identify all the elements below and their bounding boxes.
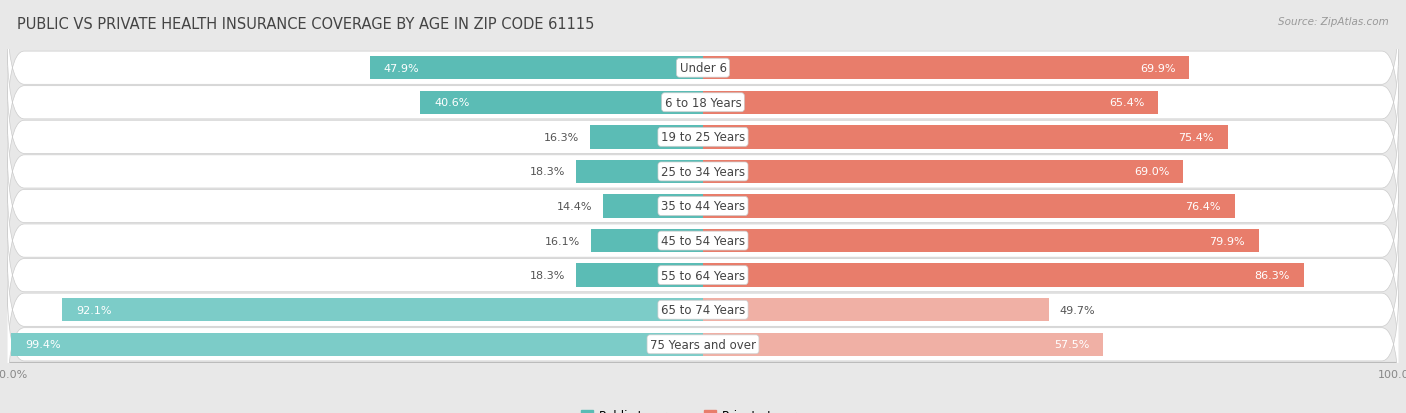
Bar (591, 229, 703, 253)
FancyBboxPatch shape (7, 137, 1399, 276)
Text: 49.7%: 49.7% (1059, 305, 1095, 315)
FancyBboxPatch shape (7, 275, 1399, 413)
Text: 76.4%: 76.4% (1185, 202, 1220, 211)
Text: 69.0%: 69.0% (1133, 167, 1170, 177)
Text: 75 Years and over: 75 Years and over (650, 338, 756, 351)
Text: 18.3%: 18.3% (530, 167, 565, 177)
Text: PUBLIC VS PRIVATE HEALTH INSURANCE COVERAGE BY AGE IN ZIP CODE 61115: PUBLIC VS PRIVATE HEALTH INSURANCE COVER… (17, 17, 595, 31)
Bar (589, 126, 703, 149)
Bar (703, 126, 1227, 149)
Text: 92.1%: 92.1% (76, 305, 111, 315)
Bar (575, 160, 703, 184)
Bar (703, 264, 1303, 287)
Text: 99.4%: 99.4% (25, 339, 60, 349)
FancyBboxPatch shape (7, 33, 1399, 173)
Text: 18.3%: 18.3% (530, 271, 565, 280)
Text: Under 6: Under 6 (679, 62, 727, 75)
FancyBboxPatch shape (7, 102, 1399, 242)
Text: 55 to 64 Years: 55 to 64 Years (661, 269, 745, 282)
Bar (703, 57, 1189, 80)
FancyBboxPatch shape (7, 68, 1399, 207)
Bar (11, 333, 703, 356)
Bar (703, 195, 1234, 218)
Text: 65 to 74 Years: 65 to 74 Years (661, 304, 745, 316)
FancyBboxPatch shape (7, 206, 1399, 345)
FancyBboxPatch shape (7, 171, 1399, 311)
Text: 86.3%: 86.3% (1254, 271, 1289, 280)
Text: 19 to 25 Years: 19 to 25 Years (661, 131, 745, 144)
Bar (420, 91, 703, 115)
Bar (703, 298, 1049, 322)
Bar (703, 91, 1159, 115)
Text: Source: ZipAtlas.com: Source: ZipAtlas.com (1278, 17, 1389, 26)
Legend: Public Insurance, Private Insurance: Public Insurance, Private Insurance (576, 404, 830, 413)
Text: 69.9%: 69.9% (1140, 64, 1175, 74)
Text: 47.9%: 47.9% (384, 64, 419, 74)
Text: 25 to 34 Years: 25 to 34 Years (661, 166, 745, 178)
Text: 40.6%: 40.6% (434, 98, 470, 108)
Text: 16.1%: 16.1% (546, 236, 581, 246)
Text: 75.4%: 75.4% (1178, 133, 1213, 142)
Text: 57.5%: 57.5% (1054, 339, 1090, 349)
Bar (575, 264, 703, 287)
Bar (703, 333, 1104, 356)
Text: 65.4%: 65.4% (1109, 98, 1144, 108)
Bar (703, 229, 1260, 253)
Text: 16.3%: 16.3% (544, 133, 579, 142)
Text: 14.4%: 14.4% (557, 202, 592, 211)
FancyBboxPatch shape (7, 240, 1399, 380)
FancyBboxPatch shape (7, 0, 1399, 138)
Text: 79.9%: 79.9% (1209, 236, 1246, 246)
Bar (370, 57, 703, 80)
Bar (62, 298, 703, 322)
Text: 45 to 54 Years: 45 to 54 Years (661, 235, 745, 247)
Text: 6 to 18 Years: 6 to 18 Years (665, 97, 741, 109)
Bar (603, 195, 703, 218)
Bar (703, 160, 1184, 184)
Text: 35 to 44 Years: 35 to 44 Years (661, 200, 745, 213)
